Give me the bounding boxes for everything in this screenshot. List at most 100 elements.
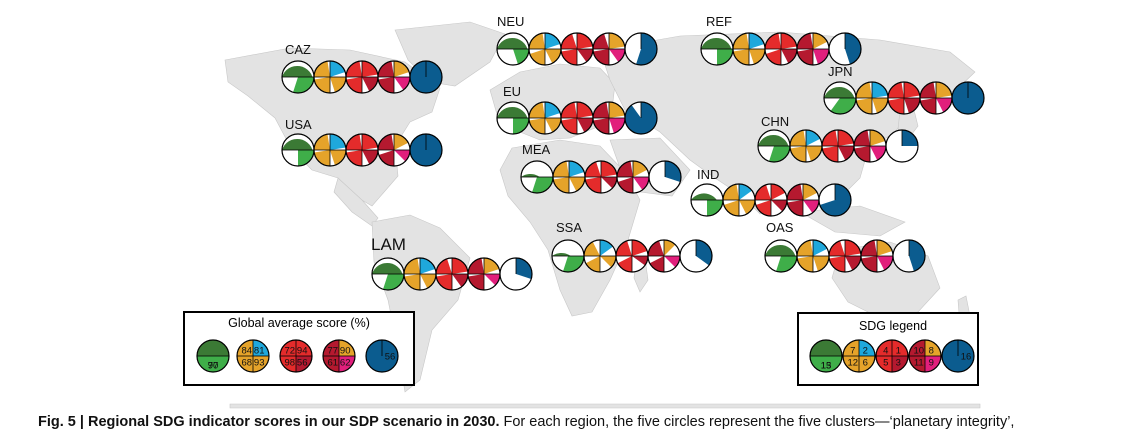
pie-mea-2-sector-4 <box>553 161 569 177</box>
pie-neu-3-sector-1 <box>577 33 593 49</box>
global-legend-pie-3-sector-4 <box>280 340 296 356</box>
pie-jpn-2-sector-4 <box>856 82 872 98</box>
pie-ssa-2 <box>583 239 617 273</box>
pie-ind-1-sector-2 <box>707 200 723 216</box>
pie-caz-4-sector-1 <box>394 61 410 77</box>
pie-ind-2-sector-4 <box>723 184 739 200</box>
sdg-legend-pie-3-value-2: 3 <box>896 358 901 369</box>
sdg-legend-pie-3-sector-1 <box>892 340 908 356</box>
pie-ssa-1 <box>551 239 585 273</box>
sdg-legend-pie-3-value-3: 5 <box>883 358 888 369</box>
pie-lam-3-sector-3 <box>436 274 452 290</box>
pie-usa-2-sector-2 <box>330 150 346 166</box>
sdg-legend-pie-2 <box>842 339 876 373</box>
pie-oas-1 <box>764 239 798 273</box>
global-legend-pie-3-outline <box>279 339 313 373</box>
pie-eu-2-sector-4 <box>529 102 545 118</box>
pie-neu-4-sector-4 <box>593 33 609 49</box>
sdg-legend-pie-2-sector-3 <box>843 356 859 372</box>
pie-eu-1 <box>496 101 530 135</box>
pie-ref-5 <box>828 32 862 66</box>
pie-ssa-4-sector-3 <box>649 256 664 272</box>
sdg-legend-pie-2-value-1: 2 <box>863 345 868 356</box>
region-pie-groups <box>281 32 985 291</box>
pie-lam-5-outline <box>499 257 533 291</box>
global-legend-pie-2 <box>236 339 270 373</box>
pie-neu-5-outline <box>624 32 658 66</box>
sdg-legend-pie-1-value-1: 13 <box>821 360 832 371</box>
pie-ref-1 <box>700 32 734 66</box>
pie-lam-4 <box>467 257 501 291</box>
pie-oas-2-sector-2 <box>813 256 829 272</box>
pie-mea-4-sector-3 <box>617 177 633 193</box>
global-legend-pie-2-value-3: 68 <box>241 358 252 369</box>
pie-oas-1-sector-2 <box>776 256 798 272</box>
pie-mea-2-sector-2 <box>569 177 585 192</box>
pie-usa-3-sector-4 <box>346 134 362 150</box>
pie-jpn-4-sector-4 <box>920 82 936 98</box>
pie-ind-2 <box>722 183 756 217</box>
pie-caz-2-sector-2 <box>330 77 346 93</box>
figure-caption: Fig. 5 | Regional SDG indicator scores i… <box>38 414 1128 430</box>
pie-ssa-2-sector-2 <box>600 256 616 268</box>
pie-mea-5 <box>648 160 682 194</box>
pie-oas-4-sector-1 <box>877 240 893 256</box>
region-label-ref: REF <box>706 14 732 29</box>
pie-oas-2 <box>796 239 830 273</box>
pie-eu-5 <box>624 101 658 135</box>
sdg-legend-pie-3-sector-4 <box>876 340 892 356</box>
pie-usa-3-sector-3 <box>346 150 362 166</box>
pie-eu-3-sector-3 <box>561 118 577 134</box>
pie-ref-3-sector-3 <box>765 49 781 65</box>
pie-jpn-1 <box>823 81 857 115</box>
global-legend-pie-1-outline <box>196 339 230 373</box>
global-legend-pie-2-value-4: 84 <box>241 345 252 356</box>
pie-caz-5 <box>409 60 443 94</box>
global-legend-pie-4-sector-3 <box>323 356 339 372</box>
pie-ssa-2-sector-4 <box>584 241 600 256</box>
pie-oas-2-sector-3 <box>797 256 813 272</box>
pie-ind-5 <box>818 183 852 217</box>
global-legend-pie-3-sector-1 <box>296 340 312 356</box>
pie-eu-3 <box>560 101 594 135</box>
pie-ind-1-sector-1 <box>691 193 720 210</box>
global-legend-pie-3 <box>279 339 313 373</box>
pie-jpn-1-sector-2 <box>830 98 856 114</box>
pie-neu-3-sector-3 <box>561 49 577 65</box>
land-antarctica <box>229 403 981 409</box>
pie-jpn-4-sector-3 <box>920 98 936 114</box>
global-legend-pie-3-value-2: 56 <box>297 358 308 369</box>
pie-ref-4-sector-1 <box>813 33 828 49</box>
pie-chn-3-sector-2 <box>838 146 854 161</box>
region-label-ind: IND <box>697 167 719 182</box>
pie-neu-4-sector-3 <box>593 49 609 65</box>
global-legend-pie-3-value-1: 94 <box>297 345 308 356</box>
pie-eu-3-sector-1 <box>577 102 593 118</box>
region-label-jpn: JPN <box>828 64 853 79</box>
pie-lam-5 <box>499 257 533 291</box>
global-legend-pie-1 <box>196 339 230 373</box>
pie-eu-4-sector-4 <box>593 102 609 118</box>
pie-usa-2-sector-3 <box>314 150 330 166</box>
pie-lam-5-sector-1 <box>516 258 532 279</box>
sdg-legend-pie-2-sector-2 <box>859 356 875 372</box>
pie-eu-2-sector-3 <box>529 118 545 134</box>
pie-ref-3-sector-2 <box>781 49 797 64</box>
global-legend-pie-2-outline <box>236 339 270 373</box>
pie-ssa-5-outline <box>679 239 713 273</box>
pie-usa-2 <box>313 133 347 167</box>
pie-usa-1-sector-2 <box>298 150 314 166</box>
sdg-legend-pie-4-value-3: 11 <box>914 358 924 369</box>
pie-mea-2-sector-3 <box>553 177 569 193</box>
pie-ref-2-sector-1 <box>749 33 765 49</box>
sdg-legend-pie-4-sector-4 <box>909 340 925 356</box>
pie-caz-1-sector-2 <box>293 77 314 94</box>
pie-ind-4 <box>786 183 820 217</box>
pie-chn-2-sector-4 <box>790 130 806 146</box>
sdg-legend-pie-3 <box>875 339 909 373</box>
pie-caz-3-sector-1 <box>362 61 378 77</box>
pie-oas-2-sector-4 <box>797 240 813 256</box>
